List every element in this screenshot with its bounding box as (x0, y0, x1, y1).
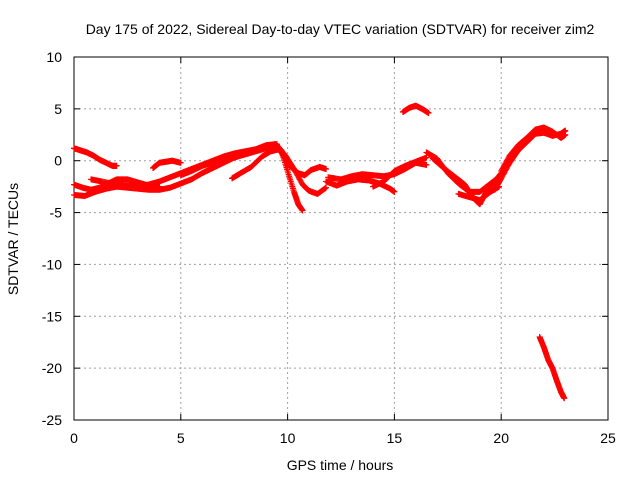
data-track (150, 157, 184, 171)
data-point (299, 207, 306, 214)
x-tick-label: 10 (280, 430, 296, 446)
data-track (71, 145, 120, 169)
grid-lines (74, 57, 608, 420)
y-tick-label: 10 (46, 49, 62, 65)
data-point (562, 131, 569, 138)
x-axis-title: GPS time / hours (287, 457, 394, 473)
data-track (498, 124, 569, 175)
y-tick-label: -25 (42, 412, 62, 428)
data-track (278, 149, 330, 179)
data-track (399, 102, 432, 117)
y-tick-label: -10 (42, 256, 62, 272)
x-tick-label: 20 (493, 430, 509, 446)
data-track (323, 176, 398, 195)
data-point (113, 162, 120, 169)
y-tick-label: -15 (42, 308, 62, 324)
axes: 0 5 10 15 20 25 -25 -20 -15 -10 -5 0 5 10 (42, 49, 616, 446)
data-point (561, 395, 568, 402)
y-tick-label: 0 (54, 153, 62, 169)
data-point (177, 159, 184, 166)
data-track (370, 154, 430, 190)
data-point (423, 154, 430, 161)
data-track (536, 334, 568, 402)
data-point (425, 110, 432, 117)
y-tick-label: -5 (50, 205, 63, 221)
y-tick-label: 5 (54, 101, 62, 117)
data-point (423, 161, 430, 168)
data-track (273, 142, 330, 197)
chart-title: Day 175 of 2022, Sidereal Day-to-day VTE… (86, 21, 595, 37)
x-tick-label: 0 (70, 430, 78, 446)
x-tick-label: 25 (600, 430, 616, 446)
data-point (323, 184, 330, 191)
data-point (241, 150, 248, 157)
data-track (429, 155, 505, 208)
y-tick-label: -20 (42, 360, 62, 376)
data-track (177, 150, 248, 179)
data-series (71, 102, 569, 402)
data-point (323, 166, 330, 173)
plot-area (73, 56, 609, 421)
x-tick-label: 15 (387, 430, 403, 446)
y-axis-title: SDTVAR / TECUs (5, 183, 21, 295)
plot-border (73, 56, 609, 421)
data-point (391, 188, 398, 195)
x-tick-label: 5 (177, 430, 185, 446)
